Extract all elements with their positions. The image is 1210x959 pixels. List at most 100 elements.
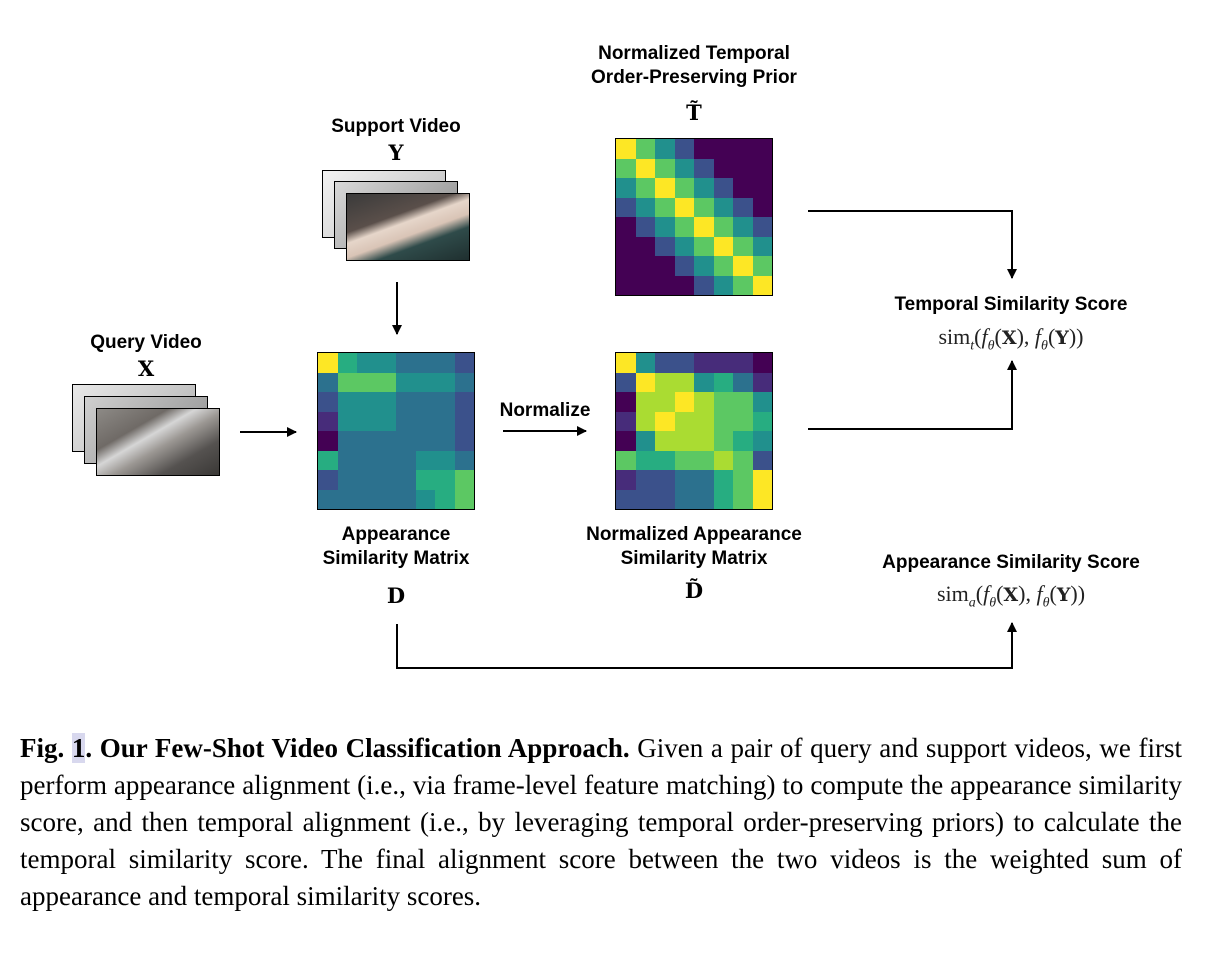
temporal-prior-matrix-cell: [733, 236, 753, 256]
appearance-matrix-cell: [376, 372, 396, 392]
support-video-frames: [322, 170, 472, 265]
normalized-appearance-matrix-cell: [752, 392, 772, 412]
temporal-prior-matrix-cell: [655, 197, 675, 217]
appearance-matrix-cell: [396, 431, 416, 451]
appearance-matrix-cell: [415, 392, 435, 412]
appearance-matrix-symbol: D: [386, 583, 406, 608]
appearance-matrix-cell: [318, 353, 338, 373]
normalized-appearance-matrix-cell: [655, 470, 675, 490]
query-video-label: Query Video: [90, 332, 202, 353]
appearance-matrix-cell: [396, 372, 416, 392]
temporal-prior-matrix-cell: [694, 217, 714, 237]
appearance-matrix-cell: [357, 450, 377, 470]
arrow-norm-app-to-temporal-score: [808, 360, 1017, 430]
temporal-prior-matrix-cell: [713, 256, 733, 276]
appearance-matrix-cell: [396, 411, 416, 431]
temporal-prior-matrix-cell: [752, 178, 772, 198]
temporal-prior-matrix-cell: [752, 197, 772, 217]
temporal-prior-matrix-cell: [635, 275, 655, 295]
normalized-appearance-matrix-cell: [694, 489, 714, 509]
appearance-matrix-cell: [357, 392, 377, 412]
normalized-appearance-matrix-cell: [635, 392, 655, 412]
appearance-matrix-cell: [454, 392, 474, 412]
temporal-prior-matrix-cell: [713, 197, 733, 217]
temporal-prior-matrix-cell: [674, 217, 694, 237]
norm-app-symbol: D̃: [684, 578, 704, 603]
appearance-similarity-matrix: [317, 352, 475, 510]
appearance-score-label: Appearance Similarity Score: [882, 552, 1140, 573]
temporal-prior-matrix-cell: [733, 178, 753, 198]
normalized-appearance-matrix-cell: [733, 353, 753, 373]
normalized-appearance-matrix-cell: [635, 489, 655, 509]
query-video-frames: [72, 384, 222, 480]
normalized-appearance-matrix-cell: [713, 353, 733, 373]
normalized-appearance-matrix-cell: [733, 489, 753, 509]
appearance-matrix-label-line1: Appearance: [341, 524, 451, 545]
appearance-matrix-cell: [376, 489, 396, 509]
query-frame-front: [96, 408, 220, 476]
caption-fig-number[interactable]: 1: [71, 733, 86, 763]
temporal-prior-matrix-cell: [752, 158, 772, 178]
support-video-symbol: Y: [388, 140, 404, 165]
appearance-matrix-cell: [415, 470, 435, 490]
normalized-appearance-matrix-cell: [713, 470, 733, 490]
normalized-appearance-matrix-cell: [616, 450, 636, 470]
appearance-matrix-cell: [318, 450, 338, 470]
normalized-appearance-matrix-cell: [713, 372, 733, 392]
normalized-appearance-matrix-cell: [674, 431, 694, 451]
temporal-prior-matrix-cell: [752, 139, 772, 159]
normalized-appearance-matrix-cell: [655, 411, 675, 431]
normalized-appearance-matrix-cell: [713, 392, 733, 412]
appearance-matrix-cell: [318, 372, 338, 392]
appearance-matrix-cell: [337, 392, 357, 412]
temporal-prior-matrix-cell: [674, 197, 694, 217]
caption-title: . Our Few-Shot Video Classification Appr…: [85, 733, 630, 763]
temporal-prior-matrix-cell: [713, 139, 733, 159]
appearance-matrix-cell: [318, 489, 338, 509]
normalized-appearance-matrix-cell: [752, 489, 772, 509]
appearance-matrix-cell: [435, 353, 455, 373]
appearance-matrix-cell: [376, 411, 396, 431]
normalized-appearance-matrix-cell: [635, 431, 655, 451]
temporal-score-label: Temporal Similarity Score: [894, 294, 1128, 315]
temporal-prior-matrix-cell: [713, 275, 733, 295]
appearance-matrix-cell: [376, 450, 396, 470]
temporal-prior-matrix-cell: [752, 217, 772, 237]
appearance-matrix-cell: [337, 353, 357, 373]
temporal-prior-matrix-cell: [733, 256, 753, 276]
appearance-matrix-cell: [435, 431, 455, 451]
normalized-appearance-matrix-cell: [713, 489, 733, 509]
appearance-matrix-cell: [454, 470, 474, 490]
normalized-appearance-matrix-cell: [752, 470, 772, 490]
temporal-prior-matrix-cell: [616, 217, 636, 237]
normalized-appearance-matrix-cell: [694, 411, 714, 431]
temporal-prior-matrix-cell: [694, 139, 714, 159]
appearance-matrix-cell: [376, 392, 396, 412]
normalized-appearance-matrix-cell: [616, 431, 636, 451]
temporal-prior-matrix-cell: [733, 217, 753, 237]
appearance-matrix-cell: [435, 450, 455, 470]
query-video-symbol: X: [137, 356, 155, 381]
temporal-prior-matrix-cell: [694, 256, 714, 276]
normalized-appearance-matrix-cell: [713, 450, 733, 470]
appearance-matrix-cell: [415, 372, 435, 392]
arrow-app-to-appearance-score: [396, 622, 1017, 669]
temporal-prior-matrix-cell: [694, 178, 714, 198]
normalized-appearance-matrix-cell: [616, 470, 636, 490]
appearance-matrix-cell: [435, 411, 455, 431]
appearance-matrix-cell: [337, 411, 357, 431]
normalize-label: Normalize: [499, 400, 591, 421]
normalized-appearance-matrix-cell: [655, 450, 675, 470]
appearance-matrix-cell: [376, 353, 396, 373]
normalized-appearance-matrix-cell: [674, 470, 694, 490]
appearance-matrix-cell: [337, 489, 357, 509]
normalized-appearance-matrix-cell: [694, 353, 714, 373]
appearance-matrix-cell: [337, 372, 357, 392]
support-video-label: Support Video: [331, 116, 461, 137]
temporal-prior-matrix-cell: [674, 275, 694, 295]
temporal-prior-matrix-cell: [674, 236, 694, 256]
appearance-matrix-cell: [357, 353, 377, 373]
normalized-appearance-matrix-cell: [733, 392, 753, 412]
temporal-score-formula: simt(fθ(X), fθ(Y)): [938, 324, 1084, 354]
temporal-prior-matrix-cell: [635, 139, 655, 159]
